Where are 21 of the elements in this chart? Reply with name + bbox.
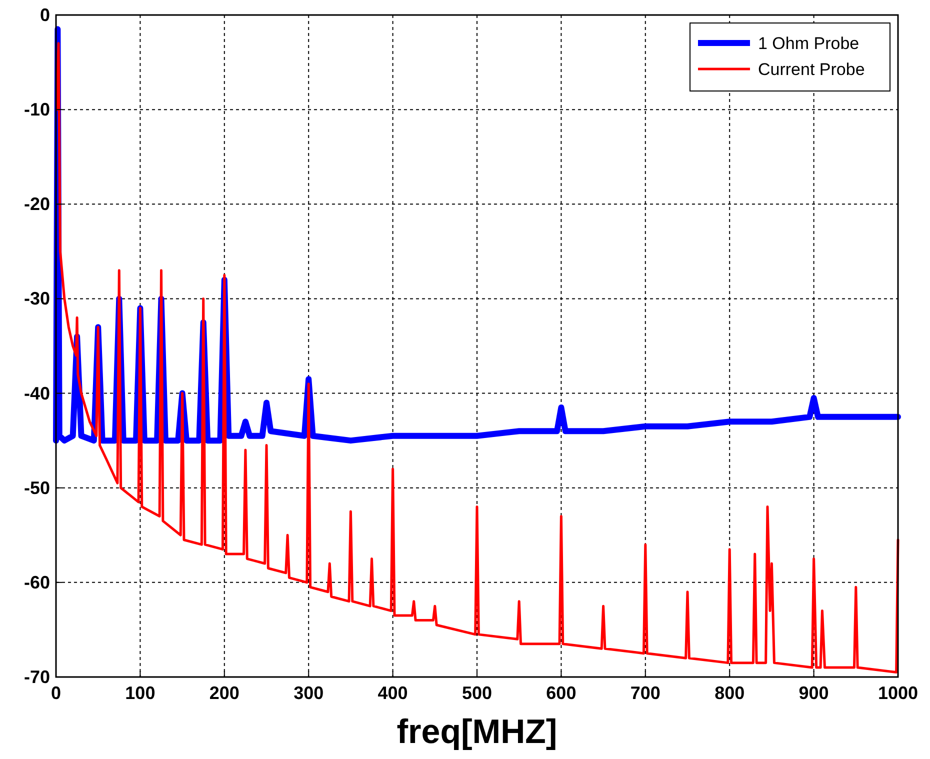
x-tick-label: 900 [798,683,829,703]
y-tick-label: -70 [24,667,50,687]
y-tick-label: -50 [24,478,50,498]
y-tick-label: -10 [24,100,50,120]
x-tick-label: 1000 [878,683,918,703]
legend-label: 1 Ohm Probe [758,34,860,53]
x-tick-label: 100 [125,683,156,703]
x-tick-label: 300 [294,683,324,703]
y-tick-label: -40 [24,383,50,404]
x-axis-title: freq[MHZ] [396,713,558,751]
x-tick-label: 400 [378,683,408,703]
x-tick-label: 500 [462,683,492,703]
x-tick-label: 800 [714,683,745,703]
x-tick-label: 700 [630,683,660,703]
y-tick-label: 0 [40,5,50,25]
x-tick-label: 600 [546,683,576,703]
legend-label: Current Probe [758,60,865,79]
y-tick-label: -60 [24,572,50,592]
y-tick-label: -20 [24,194,50,214]
x-tick-label: 200 [209,683,240,703]
y-tick-label: -30 [24,288,50,309]
